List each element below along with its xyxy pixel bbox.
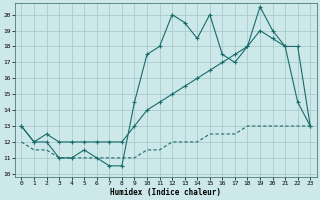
X-axis label: Humidex (Indice chaleur): Humidex (Indice chaleur) (110, 188, 221, 197)
